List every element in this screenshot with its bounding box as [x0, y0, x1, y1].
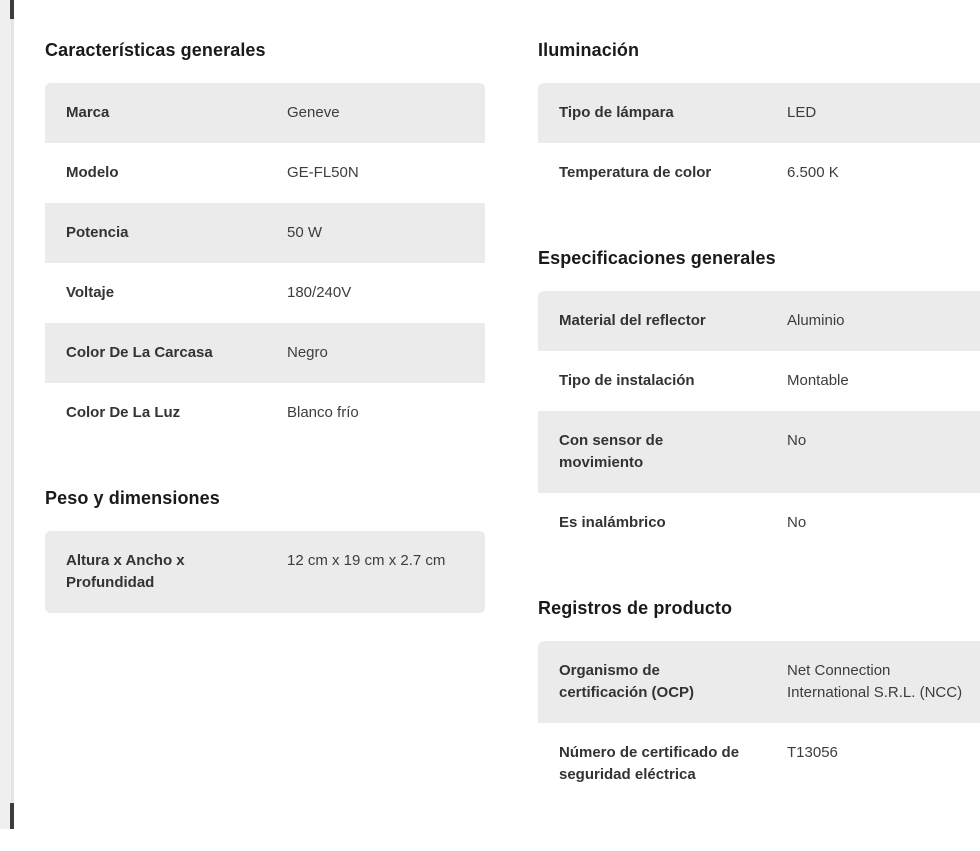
spec-value: 180/240V [287, 284, 352, 301]
spec-label: Material del reflector [559, 312, 706, 329]
section-title: Peso y dimensiones [45, 488, 220, 508]
spec-value: 6.500 K [787, 164, 839, 181]
spec-table: Altura x Ancho x Profundidad 12 cm x 19 … [45, 531, 485, 613]
spec-row: Modelo GE-FL50N [45, 143, 485, 203]
spec-label: Organismo de certificación (OCP) [559, 662, 695, 701]
section-especificaciones-generales: Especificaciones generales Material del … [538, 249, 980, 553]
spec-row: Tipo de instalación Montable [538, 351, 980, 411]
spec-label: Color De La Luz [66, 404, 181, 421]
section-title: Especificaciones generales [538, 248, 776, 268]
spec-value: GE-FL50N [287, 164, 359, 181]
spec-row: Color De La Carcasa Negro [45, 323, 485, 383]
spec-row: Con sensor de movimiento No [538, 411, 980, 493]
section-title: Registros de producto [538, 598, 733, 618]
spec-row: Material del reflector Aluminio [538, 291, 980, 351]
scrollbar-thumb-top[interactable] [10, 0, 14, 19]
specs-column-right: Iluminación Tipo de lámpara LED Temperat… [538, 41, 980, 851]
spec-row: Voltaje 180/240V [45, 263, 485, 323]
spec-label: Potencia [66, 224, 129, 241]
spec-label: Con sensor de movimiento [559, 432, 664, 471]
scrollbar-thumb-bottom[interactable] [10, 803, 14, 829]
spec-row: Es inalámbrico No [538, 493, 980, 553]
section-peso-y-dimensiones: Peso y dimensiones Altura x Ancho x Prof… [45, 489, 485, 613]
spec-label: Tipo de instalación [559, 372, 695, 389]
product-specs-page: { "page": { "background": "#ffffff", "ro… [0, 0, 980, 829]
spec-row: Altura x Ancho x Profundidad 12 cm x 19 … [45, 531, 485, 613]
spec-value: Blanco frío [287, 404, 359, 421]
spec-label: Voltaje [66, 284, 115, 301]
spec-row: Temperatura de color 6.500 K [538, 143, 980, 203]
specs-column-left: Características generales Marca Geneve M… [45, 41, 485, 659]
spec-row: Marca Geneve [45, 83, 485, 143]
spec-value: T13056 [787, 744, 838, 761]
spec-row: Tipo de lámpara LED [538, 83, 980, 143]
spec-label: Número de certificado de seguridad eléct… [559, 744, 740, 783]
spec-label: Temperatura de color [559, 164, 712, 181]
spec-row: Organismo de certificación (OCP) Net Con… [538, 641, 980, 723]
spec-value: No [787, 514, 807, 531]
spec-value: Geneve [287, 104, 340, 121]
spec-label: Tipo de lámpara [559, 104, 674, 121]
spec-table: Marca Geneve Modelo GE-FL50N Potencia 50… [45, 83, 485, 443]
scrollbar-track[interactable] [11, 0, 14, 829]
spec-label: Marca [66, 104, 110, 121]
spec-value: LED [787, 104, 817, 121]
spec-table: Material del reflector Aluminio Tipo de … [538, 291, 980, 553]
spec-row: Número de certificado de seguridad eléct… [538, 723, 980, 805]
spec-value: Aluminio [787, 312, 845, 329]
spec-table: Tipo de lámpara LED Temperatura de color… [538, 83, 980, 203]
section-registros-de-producto: Registros de producto Organismo de certi… [538, 599, 980, 805]
spec-label: Es inalámbrico [559, 514, 666, 531]
page-left-gutter [0, 0, 11, 829]
spec-row: Potencia 50 W [45, 203, 485, 263]
spec-table: Organismo de certificación (OCP) Net Con… [538, 641, 980, 805]
spec-value: Montable [787, 372, 849, 389]
section-iluminacion: Iluminación Tipo de lámpara LED Temperat… [538, 41, 980, 203]
spec-label: Modelo [66, 164, 119, 181]
section-caracteristicas-generales: Características generales Marca Geneve M… [45, 41, 485, 443]
spec-value: Negro [287, 344, 328, 361]
spec-label: Altura x Ancho x Profundidad [66, 552, 185, 591]
spec-label: Color De La Carcasa [66, 344, 213, 361]
section-title: Características generales [45, 40, 266, 60]
section-title: Iluminación [538, 40, 640, 60]
spec-value: 50 W [287, 224, 323, 241]
spec-row: Color De La Luz Blanco frío [45, 383, 485, 443]
spec-value: No [787, 432, 807, 449]
spec-value: Net Connection International S.R.L. (NCC… [787, 662, 963, 701]
spec-value: 12 cm x 19 cm x 2.7 cm [287, 552, 446, 569]
